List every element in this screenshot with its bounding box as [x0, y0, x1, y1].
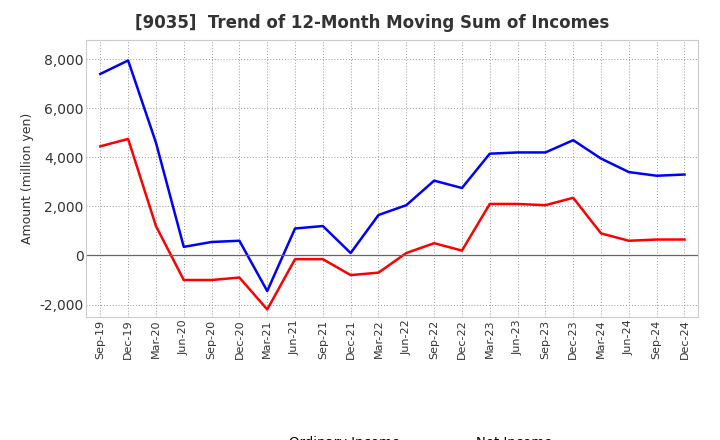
Net Income: [96, 144, 104, 149]
Net Income: [458, 248, 467, 253]
Net Income: [652, 237, 661, 242]
Ordinary Income: [569, 138, 577, 143]
Ordinary Income: [597, 156, 606, 161]
Net Income: [291, 257, 300, 262]
Ordinary Income: [485, 151, 494, 156]
Ordinary Income: [374, 213, 383, 218]
Ordinary Income: [207, 239, 216, 245]
Ordinary Income: [458, 185, 467, 191]
Net Income: [513, 202, 522, 207]
Net Income: [235, 275, 243, 280]
Ordinary Income: [652, 173, 661, 178]
Ordinary Income: [346, 250, 355, 256]
Legend: Ordinary Income, Net Income: Ordinary Income, Net Income: [227, 431, 558, 440]
Net Income: [430, 241, 438, 246]
Ordinary Income: [291, 226, 300, 231]
Ordinary Income: [179, 244, 188, 249]
Net Income: [152, 224, 161, 229]
Net Income: [179, 277, 188, 282]
Net Income: [402, 250, 410, 256]
Net Income: [485, 202, 494, 207]
Line: Net Income: Net Income: [100, 139, 685, 309]
Net Income: [569, 195, 577, 201]
Net Income: [263, 307, 271, 312]
Ordinary Income: [624, 169, 633, 175]
Net Income: [624, 238, 633, 243]
Line: Ordinary Income: Ordinary Income: [100, 60, 685, 291]
Ordinary Income: [513, 150, 522, 155]
Text: [9035]  Trend of 12-Month Moving Sum of Incomes: [9035] Trend of 12-Month Moving Sum of I…: [135, 15, 610, 33]
Ordinary Income: [430, 178, 438, 183]
Ordinary Income: [263, 288, 271, 293]
Net Income: [346, 272, 355, 278]
Net Income: [374, 270, 383, 275]
Ordinary Income: [96, 71, 104, 77]
Ordinary Income: [541, 150, 550, 155]
Ordinary Income: [318, 224, 327, 229]
Ordinary Income: [235, 238, 243, 243]
Ordinary Income: [152, 140, 161, 145]
Net Income: [318, 257, 327, 262]
Ordinary Income: [124, 58, 132, 63]
Net Income: [207, 277, 216, 282]
Net Income: [124, 136, 132, 142]
Net Income: [597, 231, 606, 236]
Ordinary Income: [680, 172, 689, 177]
Net Income: [541, 202, 550, 208]
Ordinary Income: [402, 202, 410, 208]
Net Income: [680, 237, 689, 242]
Y-axis label: Amount (million yen): Amount (million yen): [21, 113, 34, 244]
